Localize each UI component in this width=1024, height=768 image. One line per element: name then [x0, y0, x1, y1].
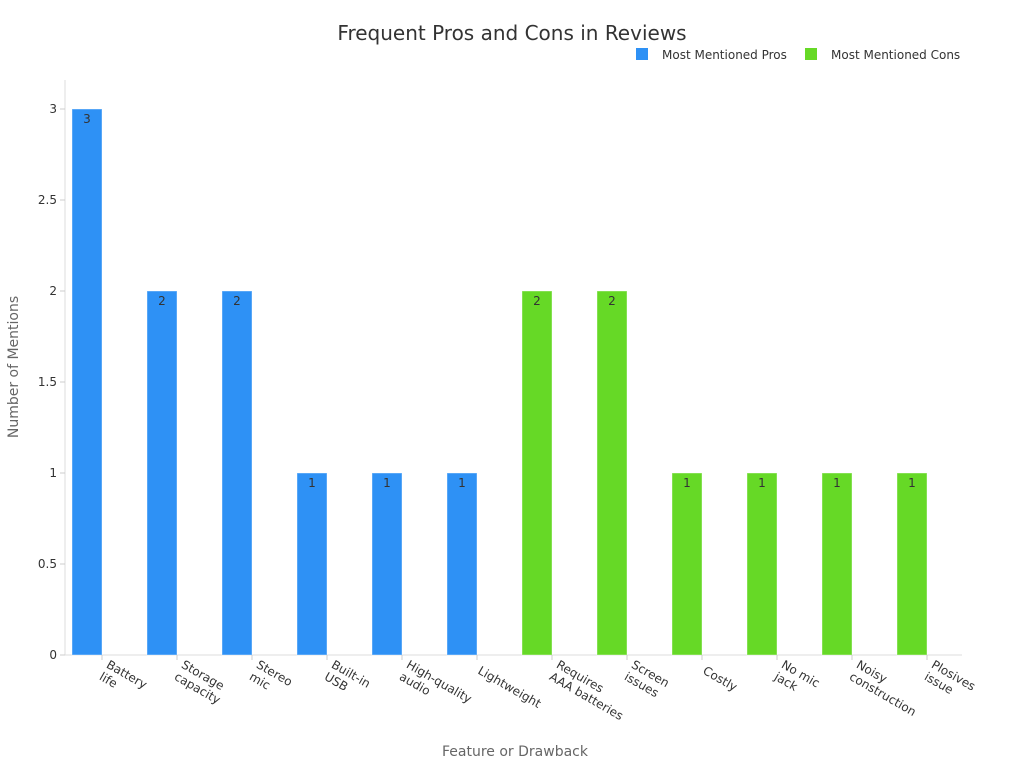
x-axis-ticks: Batterylife Storagecapacity Stereomic Built… — [97, 655, 978, 723]
bar-value-label: 1 — [458, 476, 466, 490]
svg-text:Costly: Costly — [701, 663, 740, 694]
bar-value-label: 2 — [233, 294, 241, 308]
bar-value-label: 1 — [683, 476, 691, 490]
x-tick-label: High-qualityaudio — [397, 657, 474, 718]
bar-value-label: 1 — [833, 476, 841, 490]
bar-pros — [446, 472, 478, 656]
svg-text:Noisyconstruction: Noisyconstruction — [847, 657, 926, 719]
bar-cons — [746, 472, 778, 656]
bar-pros — [221, 290, 253, 656]
bar-value-label: 2 — [158, 294, 166, 308]
x-tick-label: RequiresAAA batteries — [547, 657, 633, 723]
data-labels: 3 2 2 1 1 1 2 2 1 1 1 1 — [83, 112, 916, 490]
legend: Most Mentioned Pros Most Mentioned Cons — [636, 48, 960, 62]
y-tick-label: 2 — [49, 284, 57, 298]
bar-cons — [596, 290, 628, 656]
y-tick-label: 1.5 — [38, 375, 57, 389]
y-tick-label: 2.5 — [38, 193, 57, 207]
bars — [71, 108, 928, 656]
legend-pros: Most Mentioned Pros — [636, 48, 787, 62]
bar-cons — [821, 472, 853, 656]
y-axis-ticks: 0 0.5 1 1.5 2 2.5 3 — [38, 102, 65, 662]
x-tick-label: Built-inUSB — [322, 657, 373, 702]
legend-swatch — [636, 48, 648, 60]
x-tick-label: Lightweight — [476, 663, 544, 710]
svg-text:Screenissues: Screenissues — [622, 657, 672, 702]
svg-text:Built-inUSB: Built-inUSB — [322, 657, 373, 702]
bar-value-label: 1 — [908, 476, 916, 490]
x-tick-label: Noisyconstruction — [847, 657, 926, 719]
svg-text:Batterylife: Batterylife — [97, 657, 149, 703]
bar-pros — [296, 472, 328, 656]
legend-cons: Most Mentioned Cons — [805, 48, 960, 62]
svg-text:Stereomic: Stereomic — [247, 657, 295, 701]
svg-text:Plosivesissue: Plosivesissue — [922, 657, 978, 705]
x-axis-title: Feature or Drawback — [442, 744, 589, 760]
x-tick-label: Plosivesissue — [922, 657, 978, 705]
bar-value-label: 3 — [83, 112, 91, 126]
legend-label: Most Mentioned Cons — [831, 48, 960, 62]
svg-text:Storagecapacity: Storagecapacity — [172, 657, 230, 707]
bar-value-label: 2 — [533, 294, 541, 308]
svg-text:Lightweight: Lightweight — [476, 663, 544, 710]
y-tick-label: 0.5 — [38, 557, 57, 571]
bar-pros — [146, 290, 178, 656]
y-axis-title: Number of Mentions — [6, 296, 22, 438]
legend-swatch — [805, 48, 817, 60]
bar-cons — [521, 290, 553, 656]
bar-value-label: 1 — [758, 476, 766, 490]
y-tick-label: 3 — [49, 102, 57, 116]
x-tick-label: No micjack — [771, 657, 822, 703]
y-tick-label: 1 — [49, 466, 57, 480]
svg-text:High-qualityaudio: High-qualityaudio — [397, 657, 474, 718]
legend-label: Most Mentioned Pros — [662, 48, 787, 62]
bar-value-label: 2 — [608, 294, 616, 308]
bar-pros — [371, 472, 403, 656]
y-tick-label: 0 — [49, 648, 57, 662]
x-tick-label: Screenissues — [622, 657, 672, 702]
x-tick-label: Batterylife — [97, 657, 149, 703]
svg-text:No micjack: No micjack — [771, 657, 822, 703]
chart-title: Frequent Pros and Cons in Reviews — [337, 21, 686, 45]
x-tick-label: Costly — [701, 663, 740, 694]
bar-value-label: 1 — [308, 476, 316, 490]
svg-text:RequiresAAA batteries: RequiresAAA batteries — [547, 657, 633, 723]
bar-pros — [71, 108, 103, 656]
bar-value-label: 1 — [383, 476, 391, 490]
bar-cons — [896, 472, 928, 656]
x-tick-label: Storagecapacity — [172, 657, 230, 707]
x-tick-label: Stereomic — [247, 657, 295, 701]
bar-cons — [671, 472, 703, 656]
